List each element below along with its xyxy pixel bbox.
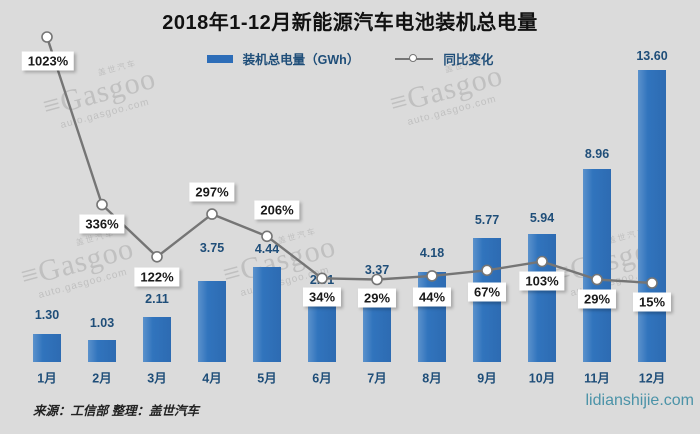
bar-value-label-8月: 4.18 — [419, 246, 445, 261]
bar-value-label-11月: 8.96 — [584, 147, 610, 162]
bar-value-label-4月: 3.75 — [199, 241, 225, 256]
pct-label-3月: 122% — [134, 267, 180, 287]
bar-value-label-10月: 5.94 — [529, 211, 555, 226]
pct-label-9月: 67% — [467, 282, 507, 302]
chart-title: 2018年1-12月新能源汽车电池装机总电量 — [162, 12, 538, 34]
bar-5月 — [253, 266, 281, 362]
x-axis-label-9月: 9月 — [477, 371, 497, 386]
site-watermark-text: lidianshijie.com — [585, 392, 695, 409]
x-axis-label-1月: 1月 — [37, 371, 57, 386]
line-marker-8月 — [426, 270, 438, 282]
chart-legend: 装机总电量（GWh） 同比变化 — [0, 49, 700, 68]
x-axis-label-5月: 5月 — [257, 371, 277, 386]
bar-11月 — [583, 169, 611, 362]
bar-6月 — [308, 299, 336, 362]
pct-label-7月: 29% — [357, 288, 397, 308]
bar-value-label-5月: 4.44 — [254, 241, 280, 256]
bar-value-label-7月: 3.37 — [364, 262, 390, 277]
x-axis-label-2月: 2月 — [92, 371, 112, 386]
line-marker-12月 — [646, 277, 658, 289]
bar-4月 — [198, 281, 226, 362]
legend-line-swatch-icon — [395, 53, 434, 64]
source-note: 来源：工信部 整理：盖世汽车 — [33, 404, 199, 418]
x-axis-label-4月: 4月 — [202, 371, 222, 386]
line-marker-9月 — [481, 264, 493, 277]
line-marker-3月 — [151, 250, 163, 263]
pct-label-5月: 206% — [254, 200, 300, 220]
x-axis-label-12月: 12月 — [638, 371, 666, 386]
legend-line-label: 同比变化 — [443, 53, 494, 67]
pct-label-11月: 29% — [577, 289, 617, 309]
line-marker-4月 — [206, 208, 218, 220]
bar-value-label-3月: 2.11 — [145, 291, 169, 306]
bar-8月 — [418, 272, 446, 362]
pct-label-12月: 15% — [632, 292, 672, 312]
legend-bar-swatch-icon — [206, 54, 233, 63]
line-marker-1月 — [41, 31, 53, 43]
x-axis-label-11月: 11月 — [584, 371, 610, 386]
bar-12月 — [638, 69, 666, 362]
bar-3月 — [143, 316, 171, 362]
x-axis-label-7月: 7月 — [367, 371, 387, 386]
pct-label-10月: 103% — [519, 271, 565, 291]
x-axis-label-10月: 10月 — [528, 371, 556, 386]
line-marker-10月 — [536, 255, 548, 268]
pct-label-1月: 1023% — [21, 51, 75, 71]
bar-value-label-2月: 1.03 — [89, 315, 115, 330]
pct-label-4月: 297% — [189, 182, 235, 202]
line-marker-11月 — [591, 273, 603, 286]
x-axis-label-6月: 6月 — [312, 371, 332, 386]
line-marker-5月 — [261, 230, 273, 243]
bar-value-label-12月: 13.60 — [636, 48, 668, 63]
x-axis-label-8月: 8月 — [422, 371, 442, 386]
line-marker-7月 — [371, 273, 383, 286]
pct-label-8月: 44% — [412, 287, 452, 307]
bar-value-label-1月: 1.30 — [34, 308, 60, 323]
legend-bar-label: 装机总电量（GWh） — [242, 53, 360, 67]
x-axis-label-3月: 3月 — [147, 371, 167, 386]
bar-10月 — [528, 234, 556, 362]
line-marker-2月 — [96, 198, 108, 211]
bar-1月 — [33, 334, 61, 362]
pct-label-2月: 336% — [79, 214, 125, 234]
line-marker-6月 — [316, 272, 328, 285]
bar-2月 — [88, 339, 116, 362]
bar-value-label-9月: 5.77 — [474, 212, 500, 227]
pct-label-6月: 34% — [302, 287, 342, 307]
